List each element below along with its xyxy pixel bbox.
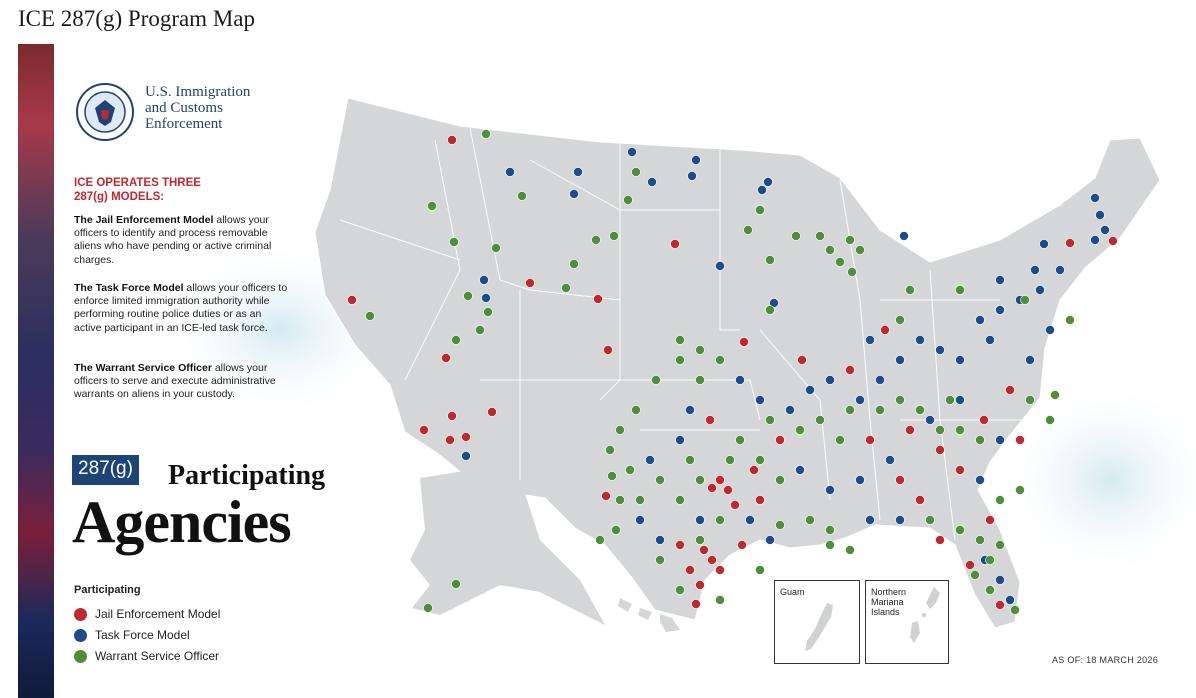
page-title: ICE 287(g) Program Map: [18, 6, 255, 31]
dhs-seal-icon: [75, 82, 135, 142]
model-text: allows your officers to enforce limited …: [74, 282, 288, 334]
guam-inset: Guam: [774, 580, 860, 664]
jail-enforcement-dots: [347, 135, 1118, 610]
model-name: The Warrant Service Officer: [74, 362, 212, 374]
model-text: allows your officers to serve and execut…: [74, 362, 276, 401]
as-of-date: AS OF: 18 MARCH 2026: [1052, 655, 1159, 665]
agency-name: U.S. Immigration and Customs Enforcement: [145, 84, 250, 132]
model-text: allows your officers to identify and pro…: [74, 214, 272, 266]
model-description-warrant: The Warrant Service Officer allows your …: [74, 362, 289, 402]
legend-item-warrant: Warrant Service Officer: [74, 648, 219, 664]
legend-item-jail: Jail Enforcement Model: [74, 606, 220, 622]
legend-dot: [74, 607, 87, 621]
task-force-dots: [461, 147, 1110, 605]
model-description-jail: The Jail Enforcement Model allows your o…: [74, 214, 289, 267]
program-badge: 287(g): [72, 455, 139, 485]
guam-label: Guam: [780, 587, 805, 597]
legend-title: Participating: [74, 584, 141, 596]
decorative-side-bar: [18, 44, 54, 698]
us-map: [160, 97, 1196, 632]
model-description-task-force: The Task Force Model allows your officer…: [74, 282, 289, 335]
warrant-service-dots: [365, 129, 1075, 615]
legend-dot: [74, 628, 87, 642]
legend-label: Warrant Service Officer: [95, 649, 220, 663]
nmi-label: Northern Mariana Islands: [871, 587, 907, 617]
headline-agencies: Agencies: [72, 489, 292, 555]
legend-item-task-force: Task Force Model: [74, 627, 190, 643]
headline-participating: Participating: [168, 460, 326, 491]
nmi-inset: Northern Mariana Islands: [865, 580, 949, 664]
hawaii-landmass: [618, 598, 680, 632]
agency-name-line-3: Enforcement: [145, 116, 223, 132]
models-heading: ICE OPERATES THREE 287(g) MODELS:: [74, 177, 201, 203]
agency-name-line-2: and Customs: [145, 100, 223, 116]
legend-label: Task Force Model: [95, 628, 190, 642]
legend-dot: [74, 649, 87, 663]
agency-name-line-1: U.S. Immigration: [145, 84, 251, 100]
model-name: The Task Force Model: [74, 282, 184, 294]
model-name: The Jail Enforcement Model: [74, 214, 214, 226]
legend-label: Jail Enforcement Model: [95, 607, 221, 621]
